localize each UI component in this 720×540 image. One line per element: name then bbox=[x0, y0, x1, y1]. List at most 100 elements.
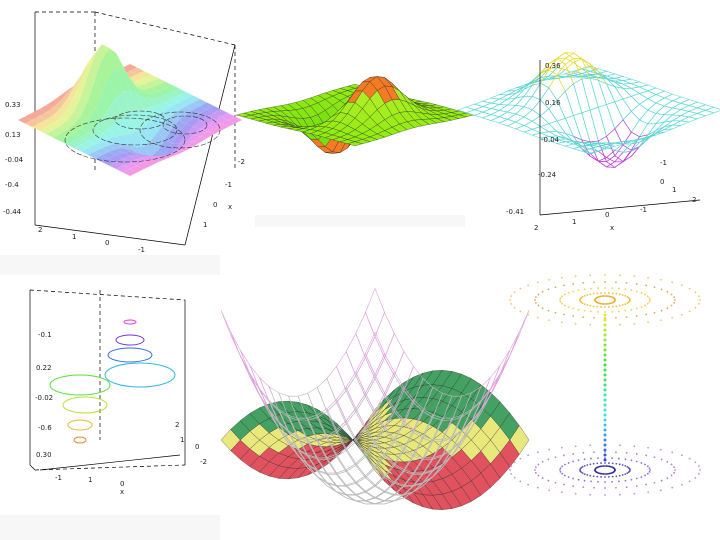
point bbox=[645, 313, 648, 316]
point bbox=[626, 295, 629, 298]
surface-cell bbox=[144, 87, 158, 94]
surface-cell bbox=[46, 115, 60, 123]
contour bbox=[123, 319, 137, 325]
mesh-cell bbox=[580, 148, 600, 155]
point bbox=[607, 295, 609, 298]
point bbox=[644, 463, 646, 466]
surface-cell bbox=[179, 134, 193, 144]
point bbox=[604, 465, 606, 467]
point bbox=[593, 451, 595, 454]
point bbox=[589, 444, 592, 447]
point bbox=[601, 465, 603, 468]
point bbox=[577, 478, 580, 481]
point bbox=[648, 300, 651, 303]
point bbox=[633, 445, 636, 448]
point bbox=[513, 306, 516, 309]
surface-cell bbox=[151, 157, 165, 163]
surface-cell bbox=[144, 121, 158, 141]
point bbox=[635, 477, 638, 480]
surface-cell bbox=[179, 123, 193, 135]
point bbox=[618, 444, 621, 447]
point bbox=[618, 457, 620, 460]
surface-cell bbox=[137, 87, 151, 94]
axis-label: x bbox=[610, 224, 614, 232]
point bbox=[602, 295, 605, 297]
point bbox=[603, 413, 607, 417]
surface-cell bbox=[123, 169, 137, 176]
point bbox=[577, 459, 580, 462]
surface-cell bbox=[158, 139, 172, 155]
tick-label: -1 bbox=[225, 181, 232, 189]
point bbox=[601, 302, 603, 305]
point bbox=[635, 453, 638, 455]
point bbox=[653, 311, 656, 314]
surface-cell bbox=[109, 136, 123, 144]
tick-label: 0 bbox=[195, 443, 199, 451]
point bbox=[537, 304, 540, 307]
surface-cell bbox=[165, 128, 179, 144]
contour bbox=[64, 117, 186, 163]
surface-cell bbox=[158, 102, 172, 111]
point bbox=[697, 473, 700, 475]
point bbox=[615, 316, 617, 319]
point bbox=[572, 290, 575, 293]
point bbox=[673, 471, 676, 474]
point bbox=[604, 311, 606, 313]
point bbox=[671, 486, 674, 489]
surface-cell bbox=[130, 90, 144, 111]
point bbox=[640, 292, 643, 294]
surface-cell bbox=[74, 137, 88, 145]
point bbox=[628, 298, 631, 300]
point bbox=[615, 281, 617, 284]
point bbox=[561, 465, 564, 468]
point bbox=[615, 462, 618, 465]
surface-cell bbox=[130, 131, 144, 148]
surface-cell bbox=[60, 120, 74, 130]
point bbox=[618, 293, 621, 296]
point bbox=[674, 299, 676, 301]
point bbox=[621, 294, 624, 296]
point bbox=[577, 289, 580, 292]
point bbox=[604, 451, 606, 453]
point bbox=[671, 281, 674, 284]
point bbox=[572, 315, 575, 317]
tick-label: -2 bbox=[238, 158, 245, 166]
surface-cell bbox=[53, 108, 67, 118]
tick-label: 0.30 bbox=[36, 451, 52, 459]
surface-cell bbox=[123, 143, 137, 154]
point bbox=[673, 466, 676, 469]
point bbox=[626, 302, 629, 305]
point bbox=[697, 465, 700, 467]
contour bbox=[104, 362, 176, 388]
surface-cell bbox=[53, 99, 67, 109]
surface-cell bbox=[137, 94, 151, 109]
point bbox=[645, 454, 648, 457]
point bbox=[582, 316, 585, 319]
point bbox=[647, 491, 650, 494]
point bbox=[589, 293, 592, 296]
point bbox=[670, 293, 673, 296]
point bbox=[589, 493, 592, 496]
point bbox=[589, 323, 592, 326]
point bbox=[680, 483, 683, 486]
point bbox=[666, 460, 669, 463]
surface-cell bbox=[179, 141, 193, 150]
point bbox=[624, 473, 627, 476]
point bbox=[583, 309, 586, 312]
tick-label: 1 bbox=[180, 436, 184, 444]
surface-cell bbox=[137, 71, 151, 78]
point bbox=[554, 456, 557, 459]
point bbox=[572, 460, 575, 463]
point bbox=[589, 304, 592, 307]
point bbox=[635, 460, 638, 463]
point bbox=[618, 463, 621, 466]
point bbox=[572, 307, 575, 310]
surface-cell bbox=[116, 158, 130, 166]
point bbox=[607, 472, 609, 475]
point bbox=[673, 296, 676, 299]
surface-cell bbox=[186, 102, 200, 110]
axis-label: x bbox=[120, 488, 124, 496]
point bbox=[574, 492, 577, 495]
surface-cell bbox=[88, 151, 102, 159]
point bbox=[604, 473, 606, 475]
